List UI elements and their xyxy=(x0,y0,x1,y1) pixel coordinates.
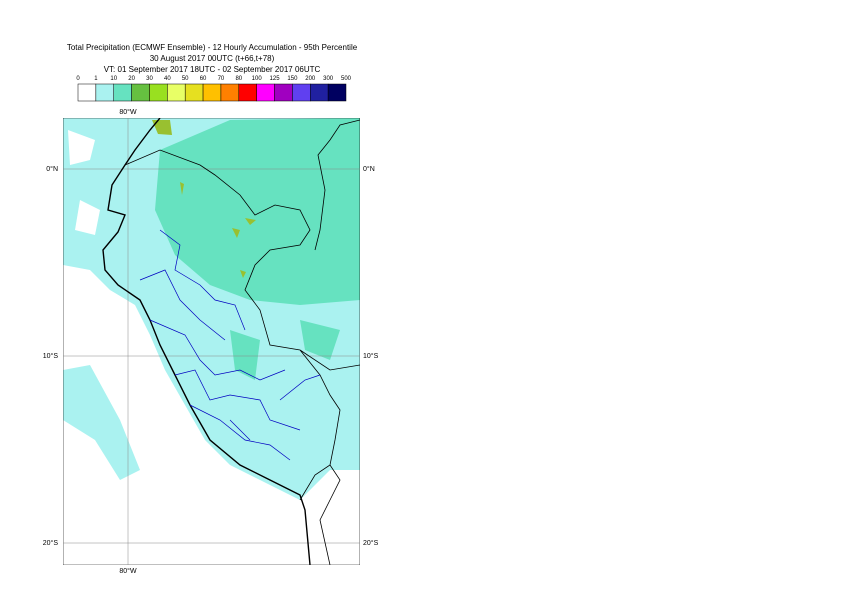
title: Total Precipitation (ECMWF Ensemble) - 1… xyxy=(67,43,358,52)
lat-label: 0°N xyxy=(46,165,58,173)
legend-label: 80 xyxy=(235,76,242,82)
legend-label: 10 xyxy=(110,76,117,82)
legend-swatch xyxy=(292,83,311,102)
legend-label: 150 xyxy=(287,76,298,82)
legend-swatch xyxy=(238,83,257,102)
legend-label: 50 xyxy=(182,76,189,82)
lon-label: 80°W xyxy=(119,108,137,116)
lat-label: 10°S xyxy=(43,352,59,360)
legend-label: 20 xyxy=(128,76,135,82)
legend-label: 100 xyxy=(252,76,263,82)
map xyxy=(63,118,360,565)
legend-label: 125 xyxy=(270,76,281,82)
legend-swatch xyxy=(113,83,132,102)
legend-swatch xyxy=(77,83,97,102)
lon-label: 80°W xyxy=(119,567,137,575)
lat-label: 20°S xyxy=(363,539,379,547)
legend-swatch xyxy=(310,83,329,102)
legend-label: 200 xyxy=(305,76,316,82)
legend-label: 30 xyxy=(146,76,153,82)
base-time: 30 August 2017 00UTC (t+66,t+78) xyxy=(150,54,275,63)
legend-label: 70 xyxy=(218,76,225,82)
legend-swatch xyxy=(256,83,275,102)
legend-label: 0 xyxy=(76,76,80,82)
legend-swatch xyxy=(167,83,186,102)
legend-label: 300 xyxy=(323,76,334,82)
lat-label: 0°N xyxy=(363,165,375,173)
lat-label: 20°S xyxy=(43,539,59,547)
valid-time: VT: 01 September 2017 18UTC - 02 Septemb… xyxy=(104,65,321,74)
legend-swatch xyxy=(131,83,150,102)
legend-swatch xyxy=(274,83,293,102)
legend-label: 60 xyxy=(200,76,207,82)
legend-label: 500 xyxy=(341,76,352,82)
legend-swatch xyxy=(202,83,222,102)
legend: 0 1 10 20 30 40 50 60 70 80 100 125 150 200 300 500 xyxy=(76,76,352,102)
legend-swatch xyxy=(327,83,347,102)
legend-swatch xyxy=(184,83,204,102)
legend-swatch xyxy=(149,83,168,102)
lat-label: 10°S xyxy=(363,352,379,360)
legend-swatch xyxy=(220,83,240,102)
legend-label: 40 xyxy=(164,76,171,82)
legend-swatch xyxy=(95,83,114,102)
legend-label: 1 xyxy=(94,76,98,82)
